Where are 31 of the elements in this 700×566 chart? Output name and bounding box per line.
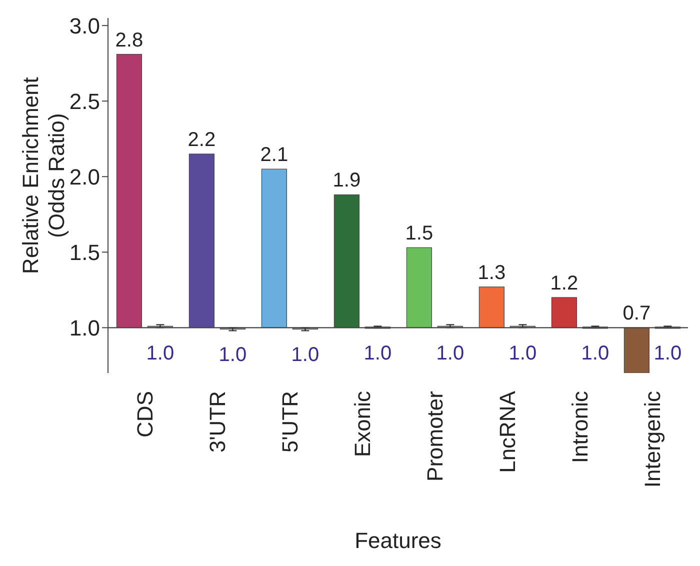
data-label: 1.9 <box>332 170 361 192</box>
y-tick-label: 1.5 <box>69 240 100 265</box>
data-label: 1.0 <box>146 342 174 365</box>
data-label: 1.0 <box>654 342 682 365</box>
data-label: 1.0 <box>508 342 537 365</box>
x-tick-label: Intergenic <box>640 391 665 488</box>
x-axis-title: Features <box>354 528 442 553</box>
x-tick-label: LncRNA <box>494 390 520 473</box>
y-tick-label: 1.0 <box>69 315 100 340</box>
y-tick-label: 3.0 <box>69 13 100 38</box>
data-label: 1.0 <box>291 344 320 366</box>
data-label: 2.1 <box>260 144 288 166</box>
data-label: 1.0 <box>436 342 464 365</box>
data-label: 1.3 <box>478 262 506 284</box>
data-label: 1.0 <box>364 342 392 365</box>
data-label: 1.0 <box>581 342 610 365</box>
x-tick-label: CDS <box>132 391 158 438</box>
y-axis-title: Relative Enrichment (Odds Ratio) <box>18 77 69 274</box>
x-tick-label: 5'UTR <box>277 391 302 453</box>
x-tick-label: Promoter <box>422 391 448 482</box>
x-tick-label: Intronic <box>567 391 592 464</box>
data-label: 1.5 <box>405 222 434 245</box>
y-tick-label: 2.0 <box>69 164 100 190</box>
data-label: 2.2 <box>188 128 216 151</box>
data-label: 1.0 <box>218 344 247 366</box>
y-tick-label: 2.5 <box>69 88 100 114</box>
data-label: 2.8 <box>115 29 144 52</box>
data-label: 0.7 <box>622 302 651 325</box>
x-tick-label: Exonic <box>350 391 375 458</box>
x-tick-label: 3'UTR <box>204 391 230 453</box>
data-label: 1.2 <box>550 272 578 294</box>
